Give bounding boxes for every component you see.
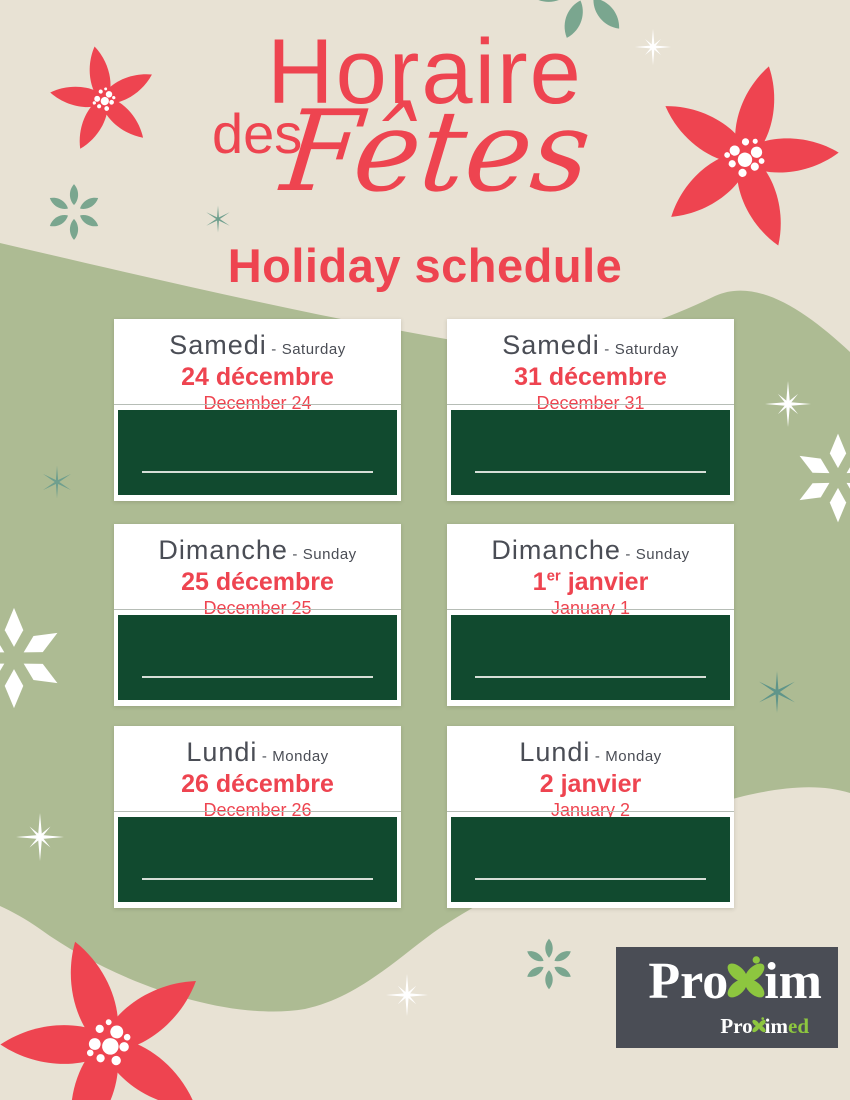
divider-line — [114, 609, 401, 610]
hours-write-in-area — [118, 817, 397, 902]
day-name-en: Monday — [272, 748, 329, 765]
day-name-en: Saturday — [281, 341, 346, 358]
day-line: Lundi - Monday — [447, 737, 734, 768]
day-name-en: Sunday — [635, 546, 690, 563]
sub-logo-text-pre: Pro — [720, 1014, 753, 1038]
title-horaire: Horaire — [267, 21, 583, 123]
date-en: December 25 — [203, 597, 312, 618]
hours-write-line — [142, 676, 373, 678]
day-separator: - — [271, 341, 278, 358]
divider-line — [447, 811, 734, 812]
day-separator: - — [604, 341, 611, 358]
divider-line — [114, 404, 401, 405]
card-head: Dimanche - Sunday 25 décembre December 2… — [114, 524, 401, 618]
sub-logo-text-mid: im — [764, 1014, 788, 1038]
day-name-fr: Samedi — [169, 330, 267, 360]
title-holiday-schedule: Holiday schedule — [227, 239, 623, 292]
divider-line — [114, 811, 401, 812]
day-name-fr: Lundi — [519, 737, 591, 767]
hours-write-in-area — [451, 817, 730, 902]
day-name-fr: Dimanche — [491, 535, 621, 565]
divider-line — [447, 404, 734, 405]
card-mon-dec26: Lundi - Monday 26 décembre December 26 — [114, 726, 401, 908]
title-des: des — [212, 102, 303, 165]
hours-write-in-area — [451, 410, 730, 495]
date-en: January 1 — [550, 597, 631, 618]
date-fr: 1er janvier — [447, 567, 734, 597]
hours-write-line — [142, 471, 373, 473]
day-name-fr: Samedi — [502, 330, 600, 360]
title-fetes: Fêtes — [276, 87, 597, 217]
day-separator: - — [625, 546, 632, 563]
date-en: December 26 — [203, 799, 312, 820]
logo-text-post: im — [764, 953, 822, 1010]
hours-write-line — [475, 471, 706, 473]
date-fr: 25 décembre — [114, 568, 401, 597]
date-en: December 31 — [536, 392, 645, 413]
day-name-fr: Lundi — [186, 737, 258, 767]
card-mon-jan2: Lundi - Monday 2 janvier January 2 — [447, 726, 734, 908]
day-name-fr: Dimanche — [158, 535, 288, 565]
card-sat-dec31: Samedi - Saturday 31 décembre December 3… — [447, 319, 734, 501]
card-sun-jan1: Dimanche - Sunday 1er janvier January 1 — [447, 524, 734, 706]
day-line: Lundi - Monday — [114, 737, 401, 768]
hours-write-in-area — [118, 410, 397, 495]
date-en: December 24 — [203, 392, 312, 413]
date-fr-text: 25 décembre — [181, 568, 334, 597]
sub-logo-text-post: ed — [788, 1014, 809, 1038]
card-sat-dec24: Samedi - Saturday 24 décembre December 2… — [114, 319, 401, 501]
proximed-logo: Pro im ed — [720, 1016, 809, 1037]
date-fr-text: 1 — [532, 568, 547, 597]
date-fr-sup: er — [546, 567, 561, 585]
proxim-logo-box: Pro im Pro im ed — [616, 947, 838, 1048]
card-head: Samedi - Saturday 31 décembre December 3… — [447, 319, 734, 413]
date-en: January 2 — [550, 799, 631, 820]
hours-write-in-area — [118, 615, 397, 700]
date-fr: 2 janvier — [447, 770, 734, 799]
day-separator: - — [261, 748, 268, 765]
day-name-en: Saturday — [614, 341, 679, 358]
day-separator: - — [292, 546, 299, 563]
date-fr-rest: janvier — [560, 568, 649, 597]
card-head: Lundi - Monday 26 décembre December 26 — [114, 726, 401, 820]
proxim-logo: Pro im — [648, 955, 822, 1009]
divider-line — [447, 609, 734, 610]
card-head: Dimanche - Sunday 1er janvier January 1 — [447, 524, 734, 618]
day-line: Samedi - Saturday — [447, 330, 734, 361]
hours-write-in-area — [451, 615, 730, 700]
day-name-en: Sunday — [302, 546, 357, 563]
hours-write-line — [142, 878, 373, 880]
hours-write-line — [475, 878, 706, 880]
day-line: Dimanche - Sunday — [447, 535, 734, 566]
day-name-en: Monday — [605, 748, 662, 765]
day-line: Samedi - Saturday — [114, 330, 401, 361]
proxim-x-flower-icon — [724, 956, 768, 1001]
date-fr: 31 décembre — [447, 363, 734, 392]
date-fr-text: 2 janvier — [539, 770, 642, 799]
date-fr: 26 décembre — [114, 770, 401, 799]
date-fr: 24 décembre — [114, 363, 401, 392]
date-fr-text: 24 décembre — [181, 363, 334, 392]
card-head: Samedi - Saturday 24 décembre December 2… — [114, 319, 401, 413]
hours-write-line — [475, 676, 706, 678]
card-head: Lundi - Monday 2 janvier January 2 — [447, 726, 734, 820]
date-fr-text: 31 décembre — [514, 363, 667, 392]
date-fr-text: 26 décembre — [181, 770, 334, 799]
day-separator: - — [594, 748, 601, 765]
day-line: Dimanche - Sunday — [114, 535, 401, 566]
card-sun-dec25: Dimanche - Sunday 25 décembre December 2… — [114, 524, 401, 706]
logo-text-pre: Pro — [648, 953, 729, 1010]
